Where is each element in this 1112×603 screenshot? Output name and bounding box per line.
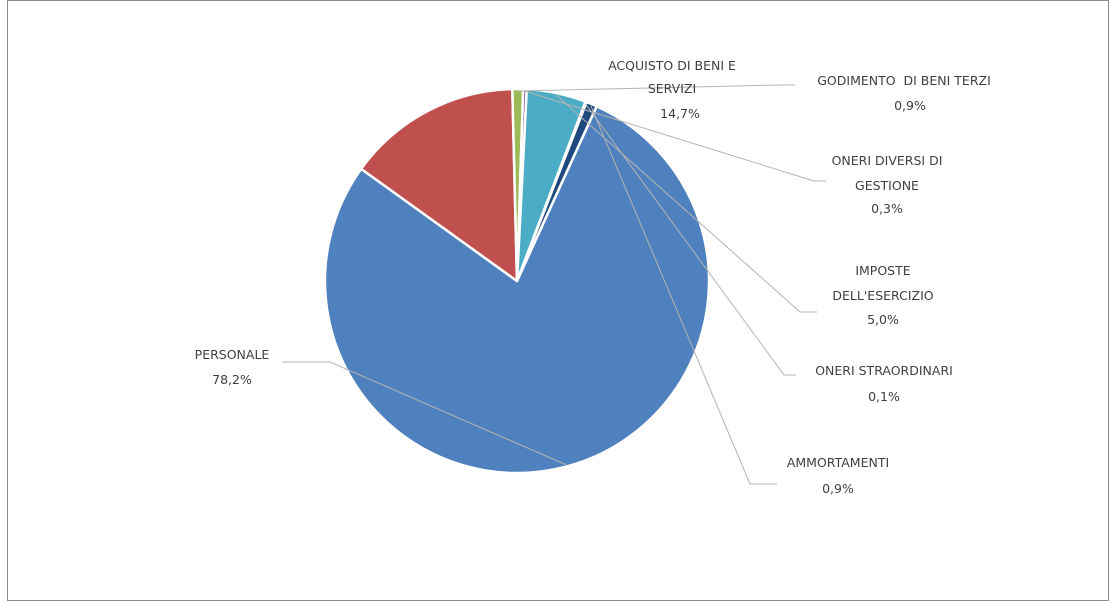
leader-line-oneri-diversi bbox=[524, 90, 826, 182]
label-godimento: GODIMENTO DI BENI TERZI bbox=[817, 73, 991, 88]
pie-slices bbox=[323, 87, 711, 475]
value-godimento: 0,9% bbox=[894, 98, 926, 113]
label-oneri-straordinari: ONERI STRAORDINARI bbox=[815, 363, 953, 378]
pie-slice-acquisto bbox=[359, 87, 519, 283]
leader-line-ammortamenti bbox=[590, 105, 777, 485]
leader-line-personale bbox=[282, 361, 566, 466]
label-acquisto-line1: ACQUISTO DI BENI E bbox=[608, 58, 736, 73]
leader-lines bbox=[282, 84, 826, 485]
value-oneri-diversi: 0,3% bbox=[871, 201, 903, 216]
label-personale: PERSONALE bbox=[195, 347, 270, 362]
value-acquisto: 14,7% bbox=[660, 106, 700, 121]
data-labels: PERSONALE 78,2% ACQUISTO DI BENI E SERVI… bbox=[195, 58, 991, 496]
label-ammortamenti: AMMORTAMENTI bbox=[787, 455, 889, 470]
label-imposte-line1: IMPOSTE bbox=[855, 263, 910, 278]
leader-line-oneri-straordinari bbox=[584, 103, 796, 376]
value-ammortamenti: 0,9% bbox=[822, 481, 854, 496]
label-oneri-diversi-line2: GESTIONE bbox=[855, 178, 919, 193]
pie-slice-personale bbox=[323, 105, 711, 475]
label-imposte-line2: DELL'ESERCIZIO bbox=[832, 288, 933, 303]
value-personale: 78,2% bbox=[212, 372, 252, 387]
leader-line-godimento bbox=[517, 84, 795, 92]
leader-line-imposte bbox=[555, 94, 817, 313]
pie-slice-ammortamenti bbox=[515, 100, 598, 283]
value-imposte: 5,0% bbox=[867, 312, 899, 327]
label-oneri-diversi-line1: ONERI DIVERSI DI bbox=[832, 153, 943, 168]
value-oneri-straordinari: 0,1% bbox=[868, 389, 900, 404]
label-acquisto-line2: SERVIZI bbox=[648, 81, 696, 96]
